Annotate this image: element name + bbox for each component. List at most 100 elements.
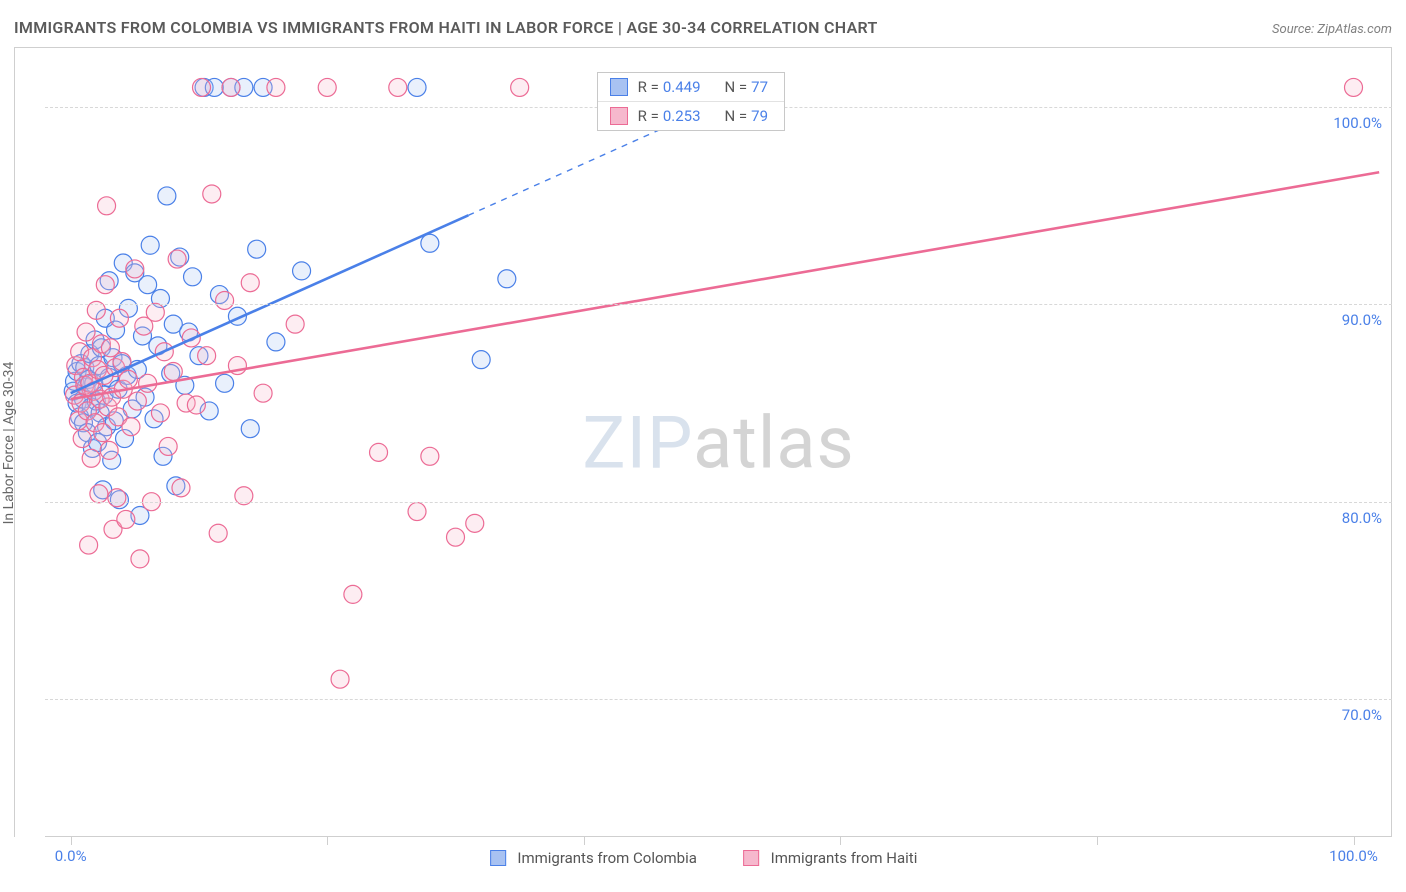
data-point-haiti bbox=[466, 514, 484, 532]
y-tick-label: 100.0% bbox=[1333, 114, 1382, 132]
plot-svg bbox=[45, 48, 1392, 837]
data-point-haiti bbox=[344, 585, 362, 603]
data-point-colombia bbox=[248, 240, 266, 258]
r-value-colombia: 0.449 bbox=[663, 78, 701, 96]
legend-item-haiti: Immigrants from Haiti bbox=[743, 849, 917, 867]
n-label: N = bbox=[725, 107, 748, 125]
data-point-haiti bbox=[408, 503, 426, 521]
gridline-h bbox=[45, 699, 1392, 700]
x-tick bbox=[327, 837, 328, 845]
data-point-haiti bbox=[286, 315, 304, 333]
data-point-colombia bbox=[267, 333, 285, 351]
data-point-haiti bbox=[122, 418, 140, 436]
data-point-colombia bbox=[421, 234, 439, 252]
data-point-haiti bbox=[108, 489, 126, 507]
data-point-haiti bbox=[82, 449, 100, 467]
data-point-haiti bbox=[98, 197, 116, 215]
data-point-haiti bbox=[447, 528, 465, 546]
data-point-haiti bbox=[126, 260, 144, 278]
data-point-haiti bbox=[267, 78, 285, 96]
data-point-haiti bbox=[241, 274, 259, 292]
trend-line-haiti bbox=[71, 172, 1380, 399]
x-tick bbox=[1097, 837, 1098, 845]
n-label: N = bbox=[725, 78, 748, 96]
x-tick bbox=[840, 837, 841, 845]
r-value-haiti: 0.253 bbox=[663, 107, 701, 125]
source-attribution: Source: ZipAtlas.com bbox=[1272, 22, 1392, 37]
data-point-haiti bbox=[117, 510, 135, 528]
stat-row-haiti: R = 0.253 N = 79 bbox=[598, 101, 784, 130]
data-point-haiti bbox=[100, 441, 118, 459]
data-point-haiti bbox=[128, 392, 146, 410]
correlation-stat-box: R = 0.449 N = 77 R = 0.253 N = 79 bbox=[597, 72, 785, 131]
data-point-colombia bbox=[293, 262, 311, 280]
data-point-haiti bbox=[151, 404, 169, 422]
stat-swatch-colombia bbox=[610, 78, 628, 96]
data-point-haiti bbox=[216, 291, 234, 309]
data-point-haiti bbox=[77, 323, 95, 341]
data-point-haiti bbox=[198, 347, 216, 365]
data-point-haiti bbox=[389, 78, 407, 96]
data-point-haiti bbox=[90, 485, 108, 503]
data-point-colombia bbox=[139, 276, 157, 294]
data-point-colombia bbox=[184, 268, 202, 286]
data-point-haiti bbox=[73, 430, 91, 448]
data-point-haiti bbox=[222, 78, 240, 96]
legend: Immigrants from Colombia Immigrants from… bbox=[490, 849, 918, 867]
chart-title: IMMIGRANTS FROM COLOMBIA VS IMMIGRANTS F… bbox=[14, 18, 878, 37]
data-point-haiti bbox=[159, 437, 177, 455]
data-point-haiti bbox=[131, 550, 149, 568]
stat-row-colombia: R = 0.449 N = 77 bbox=[598, 73, 784, 101]
data-point-haiti bbox=[511, 78, 529, 96]
gridline-h bbox=[45, 502, 1392, 503]
data-point-haiti bbox=[146, 303, 164, 321]
x-tick-label-max: 100.0% bbox=[1329, 847, 1378, 865]
legend-swatch-colombia bbox=[490, 850, 506, 866]
data-point-colombia bbox=[158, 187, 176, 205]
data-point-colombia bbox=[216, 374, 234, 392]
data-point-haiti bbox=[193, 78, 211, 96]
data-point-haiti bbox=[1345, 78, 1363, 96]
legend-label-haiti: Immigrants from Haiti bbox=[771, 849, 918, 867]
plot-region: ZIPatlas 70.0%80.0%90.0%100.0%0.0%100.0% bbox=[45, 48, 1392, 837]
data-point-haiti bbox=[119, 370, 137, 388]
y-axis-label: In Labor Force | Age 30-34 bbox=[1, 361, 17, 524]
data-point-haiti bbox=[254, 384, 272, 402]
n-value-haiti: 79 bbox=[751, 107, 768, 125]
x-tick bbox=[584, 837, 585, 845]
legend-swatch-haiti bbox=[743, 850, 759, 866]
data-point-colombia bbox=[141, 236, 159, 254]
data-point-haiti bbox=[203, 185, 221, 203]
stat-swatch-haiti bbox=[610, 107, 628, 125]
data-point-colombia bbox=[472, 351, 490, 369]
x-tick bbox=[1354, 837, 1355, 845]
legend-item-colombia: Immigrants from Colombia bbox=[490, 849, 697, 867]
data-point-haiti bbox=[168, 250, 186, 268]
data-point-haiti bbox=[94, 424, 112, 442]
data-point-colombia bbox=[408, 78, 426, 96]
gridline-h bbox=[45, 304, 1392, 305]
data-point-haiti bbox=[164, 362, 182, 380]
data-point-haiti bbox=[187, 396, 205, 414]
r-label: R = bbox=[638, 107, 659, 125]
x-tick bbox=[71, 837, 72, 845]
data-point-haiti bbox=[139, 374, 157, 392]
data-point-haiti bbox=[370, 443, 388, 461]
y-tick-label: 70.0% bbox=[1342, 706, 1382, 724]
chart-area: In Labor Force | Age 30-34 ZIPatlas 70.0… bbox=[14, 47, 1392, 837]
data-point-haiti bbox=[331, 670, 349, 688]
n-value-colombia: 77 bbox=[751, 78, 768, 96]
x-tick-label-min: 0.0% bbox=[55, 847, 87, 865]
data-point-haiti bbox=[318, 78, 336, 96]
y-tick-label: 80.0% bbox=[1342, 509, 1382, 527]
data-point-haiti bbox=[172, 479, 190, 497]
data-point-haiti bbox=[96, 276, 114, 294]
data-point-haiti bbox=[209, 524, 227, 542]
data-point-haiti bbox=[110, 309, 128, 327]
y-tick-label: 90.0% bbox=[1342, 311, 1382, 329]
legend-label-colombia: Immigrants from Colombia bbox=[517, 849, 697, 867]
r-label: R = bbox=[638, 78, 659, 96]
data-point-haiti bbox=[80, 536, 98, 554]
data-point-haiti bbox=[421, 447, 439, 465]
chart-header: IMMIGRANTS FROM COLOMBIA VS IMMIGRANTS F… bbox=[14, 18, 1392, 37]
